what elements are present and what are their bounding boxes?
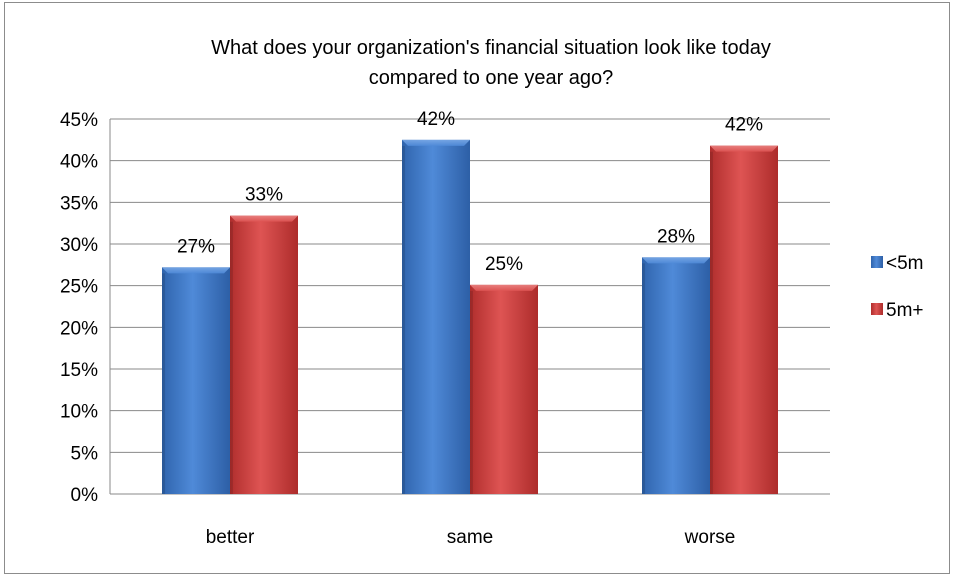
- y-tick-label: 30%: [60, 235, 98, 256]
- legend-swatch: [871, 303, 883, 315]
- bar-top-bevel: [642, 257, 710, 264]
- legend-label: 5m+: [886, 300, 924, 321]
- y-tick-label: 25%: [60, 277, 98, 298]
- bar-face: [402, 139, 470, 495]
- legend-label: <5m: [886, 253, 924, 274]
- bar-top-bevel: [230, 215, 298, 222]
- chart-frame: What does your organization's financial …: [4, 2, 950, 574]
- x-category-label: better: [206, 527, 255, 548]
- bar-same-series-1: [470, 284, 538, 494]
- y-tick-label: 35%: [60, 193, 98, 214]
- chart-title: What does your organization's financial …: [211, 37, 771, 89]
- bar-face: [230, 215, 298, 494]
- bar-face: [710, 145, 778, 494]
- data-label: 25%: [485, 254, 523, 275]
- bar-edge: [642, 263, 645, 494]
- bar-edge: [470, 290, 473, 494]
- bar-better-series-0: [162, 267, 230, 494]
- data-label: 28%: [657, 226, 695, 247]
- bar-same-series-0: [402, 139, 470, 495]
- y-tick-label: 5%: [71, 443, 99, 464]
- bar-edge: [402, 145, 405, 495]
- y-tick-label: 10%: [60, 402, 98, 423]
- legend-swatch: [871, 256, 883, 268]
- bar-chart: What does your organization's financial …: [60, 37, 924, 548]
- chart-title-line-1: What does your organization's financial …: [211, 37, 771, 59]
- y-axis-tick-labels: 0% 5% 10% 15% 20% 25% 30% 35% 40% 45%: [60, 110, 98, 506]
- y-tick-label: 45%: [60, 110, 98, 131]
- bar-top-bevel: [710, 145, 778, 152]
- bar-face: [470, 284, 538, 494]
- y-tick-label: 40%: [60, 152, 98, 173]
- legend-item-0: <5m: [871, 253, 924, 274]
- y-tick-label: 0%: [71, 485, 99, 506]
- bars: [162, 139, 778, 495]
- data-label: 42%: [417, 109, 455, 130]
- y-tick-label: 15%: [60, 360, 98, 381]
- data-labels: 27% 33% 42% 25% 28% 42%: [177, 109, 763, 275]
- bar-face: [642, 257, 710, 494]
- bar-worse-series-0: [642, 257, 710, 494]
- bar-top-bevel: [470, 284, 538, 291]
- x-category-label: same: [447, 527, 493, 548]
- bar-edge: [710, 151, 713, 494]
- bar-top-bevel: [402, 139, 470, 146]
- bar-face: [162, 267, 230, 494]
- data-label: 33%: [245, 185, 283, 206]
- bar-edge: [162, 273, 165, 494]
- bar-top-bevel: [162, 267, 230, 274]
- x-axis-category-labels: better same worse: [206, 527, 736, 548]
- legend-item-1: 5m+: [871, 300, 924, 321]
- x-category-label: worse: [684, 527, 736, 548]
- bar-worse-series-1: [710, 145, 778, 494]
- legend: <5m 5m+: [871, 253, 924, 321]
- chart-title-line-2: compared to one year ago?: [369, 67, 614, 89]
- bar-edge: [230, 221, 233, 494]
- data-label: 27%: [177, 236, 215, 257]
- data-label: 42%: [725, 115, 763, 136]
- bar-better-series-1: [230, 215, 298, 494]
- y-tick-label: 20%: [60, 318, 98, 339]
